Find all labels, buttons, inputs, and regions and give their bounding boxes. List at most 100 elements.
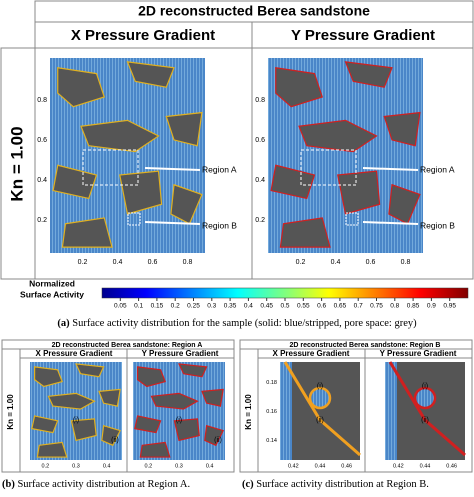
column-header: Y Pressure Gradient bbox=[142, 349, 219, 358]
x-tick-label: 0.2 bbox=[42, 463, 50, 469]
grain-edge bbox=[283, 361, 361, 457]
grain bbox=[413, 386, 437, 410]
annotation: (ii) bbox=[421, 417, 429, 424]
pore-space bbox=[52, 164, 98, 200]
solid-region bbox=[280, 362, 292, 460]
annotation: Region B bbox=[420, 220, 455, 230]
arrow bbox=[362, 221, 419, 225]
pore-space bbox=[139, 441, 171, 458]
region-box bbox=[127, 212, 141, 226]
caption-tag: (b) bbox=[2, 479, 15, 490]
x-tick-label: 0.42 bbox=[288, 463, 299, 469]
x-tick-label: 0.2 bbox=[145, 463, 153, 469]
y-tick-label: 0.2 bbox=[255, 217, 265, 224]
column-header: Y Pressure Gradient bbox=[380, 349, 457, 358]
colorbar-tick-label: 0.9 bbox=[427, 303, 436, 310]
colorbar-tick-label: 0.35 bbox=[224, 303, 237, 310]
x-tick-label: 0.4 bbox=[113, 259, 123, 266]
row-label: Kn = 1.00 bbox=[6, 394, 15, 430]
colorbar-label: Normalized bbox=[29, 278, 75, 288]
x-tick-label: 0.6 bbox=[366, 259, 376, 266]
pore-space bbox=[70, 418, 97, 442]
y-tick-label: 0.4 bbox=[37, 177, 47, 184]
pore-space bbox=[204, 424, 225, 447]
colorbar-tick-label: 0.95 bbox=[443, 303, 456, 310]
pore-space bbox=[36, 441, 68, 458]
caption-tag: (a) bbox=[57, 318, 70, 329]
x-tick-label: 0.8 bbox=[401, 259, 411, 266]
x-tick-label: 0.2 bbox=[78, 259, 88, 266]
annotation: (ii) bbox=[111, 437, 119, 444]
pore-space bbox=[150, 392, 199, 410]
caption-text: Surface activity distribution at Region … bbox=[17, 479, 190, 490]
y-tick-label: 0.2 bbox=[37, 217, 47, 224]
x-tick-label: 0.8 bbox=[183, 259, 193, 266]
grain-edge bbox=[388, 361, 466, 457]
colorbar-tick-label: 0.2 bbox=[171, 303, 180, 310]
colorbar-tick-label: 0.55 bbox=[297, 303, 310, 310]
column-header: X Pressure Gradient bbox=[273, 349, 350, 358]
annotation: (i) bbox=[73, 417, 79, 424]
x-tick-label: 0.42 bbox=[393, 463, 404, 469]
colorbar-tick-label: 0.65 bbox=[334, 303, 347, 310]
x-tick-label: 0.44 bbox=[315, 463, 326, 469]
colorbar-tick-label: 0.4 bbox=[244, 303, 253, 310]
grain bbox=[308, 386, 332, 410]
y-tick-label: 0.8 bbox=[255, 97, 265, 104]
region-box bbox=[300, 149, 357, 186]
arrow bbox=[144, 221, 201, 225]
y-tick-label: 0.4 bbox=[255, 177, 265, 184]
colorbar-tick-label: 0.85 bbox=[407, 303, 420, 310]
y-tick-label: 0.6 bbox=[255, 137, 265, 144]
pore-space bbox=[98, 388, 121, 407]
panel-title: 2D reconstructed Berea sandstone: Region… bbox=[52, 342, 203, 349]
x-tick-label: 0.4 bbox=[331, 259, 341, 266]
colorbar-tick-label: 0.3 bbox=[207, 303, 216, 310]
pore-space bbox=[279, 217, 331, 248]
pore-space bbox=[270, 164, 316, 200]
column-header: X Pressure Gradient bbox=[36, 349, 113, 358]
annotation: Region B bbox=[202, 220, 237, 230]
x-tick-label: 0.44 bbox=[420, 463, 431, 469]
caption: (a) Surface activity distribution for th… bbox=[57, 318, 417, 329]
pore-space bbox=[344, 61, 393, 88]
row-label: Kn = 1.00 bbox=[7, 126, 26, 201]
x-tick-label: 0.6 bbox=[148, 259, 158, 266]
y-tick-label: 0.8 bbox=[37, 97, 47, 104]
y-tick-label: 0.18 bbox=[266, 380, 277, 386]
pore-space bbox=[47, 392, 96, 410]
panel-title: 2D reconstructed Berea sandstone: Region… bbox=[290, 342, 441, 349]
region-box bbox=[345, 212, 359, 226]
pore-space bbox=[201, 388, 224, 407]
annotation: (ii) bbox=[214, 437, 222, 444]
colorbar-tick-label: 0.45 bbox=[260, 303, 273, 310]
pore-space bbox=[61, 217, 113, 248]
x-tick-label: 0.4 bbox=[206, 463, 214, 469]
colorbar-tick-label: 0.5 bbox=[280, 303, 289, 310]
pore-space bbox=[178, 363, 208, 378]
x-tick-label: 0.46 bbox=[341, 463, 352, 469]
pore-space bbox=[383, 111, 421, 147]
colorbar-tick-label: 0.8 bbox=[390, 303, 399, 310]
column-header: X Pressure Gradient bbox=[71, 27, 215, 44]
arrow bbox=[362, 167, 419, 171]
pore-space bbox=[80, 119, 160, 153]
pore-space bbox=[173, 418, 200, 442]
y-tick-label: 0.16 bbox=[266, 409, 277, 415]
caption-text: Surface activity distribution at Region … bbox=[256, 479, 429, 490]
colorbar-tick-label: 0.1 bbox=[134, 303, 143, 310]
annotation: (ii) bbox=[316, 417, 324, 424]
colorbar-tick-label: 0.75 bbox=[370, 303, 383, 310]
y-tick-label: 0.6 bbox=[37, 137, 47, 144]
x-tick-label: 0.2 bbox=[296, 259, 306, 266]
column-header: Y Pressure Gradient bbox=[291, 27, 435, 44]
caption: (c) Surface activity distribution at Reg… bbox=[242, 479, 429, 490]
colorbar-ticks: 0.05 0.1 0.15 0.2 0.25 0.3 0.35 0.4 0.45 0.5 0.55 0… bbox=[114, 298, 456, 310]
pore-space bbox=[137, 366, 167, 388]
y-tick-label: 0.14 bbox=[266, 438, 277, 444]
annotation: Region A bbox=[420, 164, 455, 174]
x-tick-label: 0.46 bbox=[446, 463, 457, 469]
colorbar-tick-label: 0.25 bbox=[187, 303, 200, 310]
colorbar bbox=[101, 287, 469, 299]
